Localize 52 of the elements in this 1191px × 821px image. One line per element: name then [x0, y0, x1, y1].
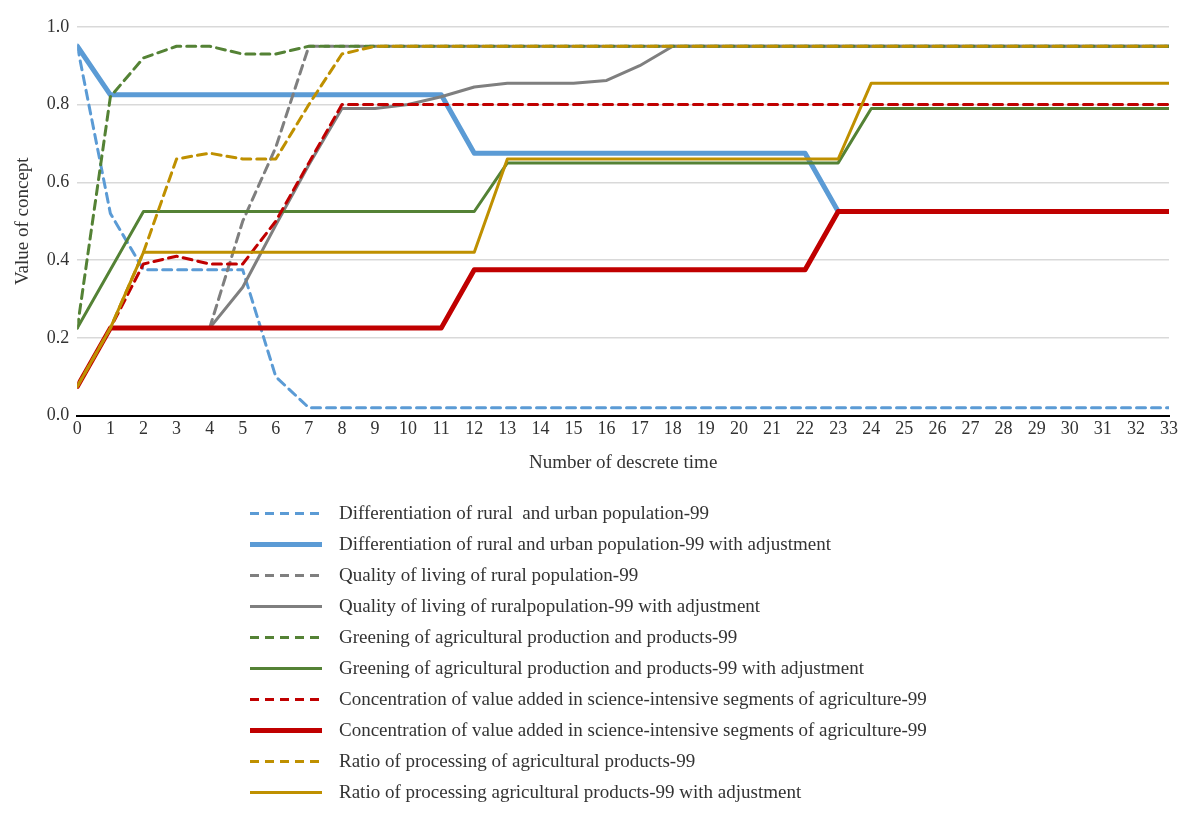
legend-label: Concentration of value added in science-intensive segments of agriculture-99 — [339, 687, 927, 709]
x-tick-label: 16 — [597, 418, 616, 439]
x-tick-label: 31 — [1093, 418, 1112, 439]
x-axis-title: Number of descrete time — [528, 450, 718, 472]
x-tick-label: 29 — [1027, 418, 1046, 439]
x-tick-label: 30 — [1060, 418, 1079, 439]
y-axis-title: Value of concept — [11, 156, 33, 286]
x-tick-label: 9 — [370, 418, 380, 439]
x-tick-label: 18 — [663, 418, 682, 439]
y-tick-label: 1.0 — [46, 15, 70, 36]
x-tick-label: 27 — [961, 418, 980, 439]
x-tick-label: 28 — [994, 418, 1013, 439]
x-tick-label: 25 — [895, 418, 914, 439]
legend-label: Ratio of processing of agricultural products-99 — [339, 749, 696, 771]
x-tick-label: 6 — [271, 418, 281, 439]
x-tick-label: 21 — [763, 418, 782, 439]
y-tick-label: 0.4 — [46, 248, 70, 269]
x-tick-label: 26 — [928, 418, 947, 439]
legend-label: Concentration of value added in science-intensive segments of agriculture-99 — [339, 718, 927, 740]
legend-label: Differentiation of rural and urban population-99 with adjustment — [339, 532, 832, 554]
x-tick-label: 23 — [829, 418, 848, 439]
y-tick-label: 0.8 — [46, 93, 70, 114]
x-tick-label: 17 — [630, 418, 649, 439]
x-tick-label: 32 — [1126, 418, 1145, 439]
x-tick-label: 2 — [138, 418, 148, 439]
x-tick-label: 20 — [729, 418, 748, 439]
legend-label: Greening of agricultural production and products-99 — [339, 625, 738, 647]
legend-label: Quality of living of ruralpopulation-99 with adjustment — [339, 594, 761, 616]
y-tick-label: 0.2 — [46, 326, 70, 347]
x-tick-label: 8 — [337, 418, 347, 439]
y-tick-label: 0.0 — [46, 404, 70, 425]
x-tick-label: 22 — [796, 418, 815, 439]
x-tick-label: 0 — [72, 418, 82, 439]
legend-label: Differentiation of rural and urban population-99 — [339, 501, 710, 523]
x-tick-label: 15 — [564, 418, 583, 439]
x-tick-label: 12 — [465, 418, 484, 439]
x-tick-label: 7 — [304, 418, 314, 439]
x-tick-label: 24 — [862, 418, 881, 439]
x-tick-label: 5 — [238, 418, 248, 439]
x-tick-label: 4 — [205, 418, 215, 439]
x-tick-label: 3 — [172, 418, 182, 439]
legend-label: Ratio of processing agricultural products-99 with adjustment — [339, 780, 802, 802]
legend-label: Quality of living of rural population-99 — [339, 563, 639, 585]
x-tick-label: 14 — [531, 418, 550, 439]
x-tick-label: 10 — [399, 418, 418, 439]
y-tick-label: 0.6 — [46, 171, 70, 192]
x-tick-label: 19 — [696, 418, 715, 439]
x-tick-label: 11 — [432, 418, 450, 439]
legend-label: Greening of agricultural production and products-99 with adjustment — [339, 656, 865, 678]
x-tick-label: 33 — [1160, 418, 1178, 439]
x-tick-label: 13 — [498, 418, 517, 439]
x-tick-label: 1 — [105, 418, 115, 439]
